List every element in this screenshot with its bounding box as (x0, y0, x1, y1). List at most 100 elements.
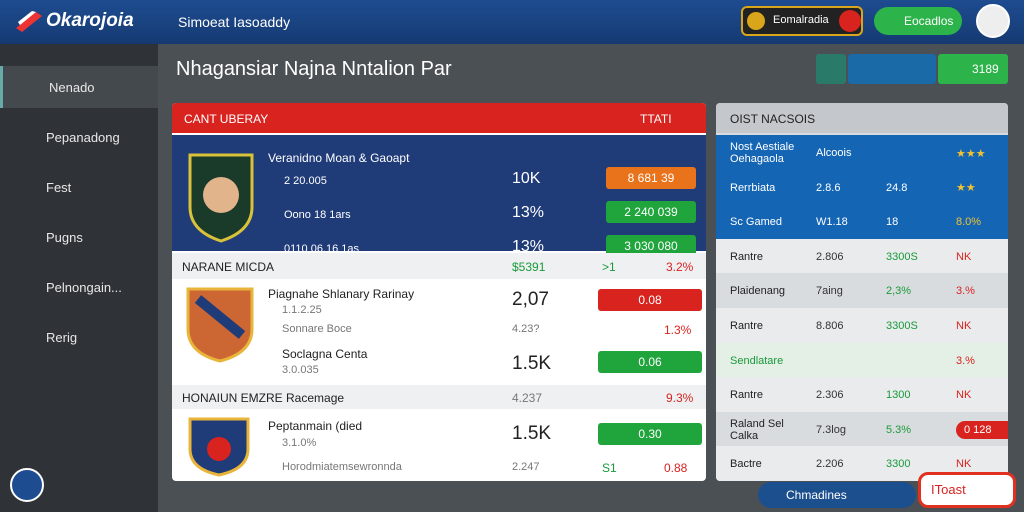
item-badge[interactable]: 0.06 (598, 351, 702, 373)
side-row[interactable]: Raland Sel Calka 7.3log 5.3% 0 128 (716, 411, 1008, 449)
score-button[interactable]: 3189 (938, 54, 1008, 84)
side-cell: 2.206 (816, 458, 844, 471)
item-name: Peptanmain (died (268, 419, 363, 433)
item-value2: 4.23? (512, 323, 540, 335)
side-cell: ★★★ (956, 147, 986, 160)
item-name: Piagnahe Shlanary Rarinay (268, 287, 415, 301)
side-cell: Bactre (730, 458, 762, 471)
featured-value: 13% (512, 238, 545, 255)
badge-icon (747, 12, 765, 30)
item-name: Soclagna Centa (282, 347, 368, 361)
subtitle: Simoeat Iasoaddy (178, 14, 291, 30)
side-title: OIST NACSOIS (730, 112, 816, 126)
side-row[interactable]: Nost Aestiale Oehagaola Alcoois ★★★ (716, 135, 1008, 172)
sidebar-item[interactable]: Fest (46, 179, 72, 195)
side-header: OIST NACSOIS (716, 103, 1008, 133)
side-cell: 8.0% (956, 216, 982, 229)
item-pct: 0.88 (664, 461, 688, 475)
side-row[interactable]: Sc Gamed W1.18 18 8.0% (716, 204, 1008, 242)
section-col: 3.2% (666, 260, 694, 274)
item-pct: 1.3% (664, 323, 692, 337)
sidebar: Nenado Pepanadong Fest Pugns Pelnongain... Re… (0, 44, 158, 512)
panel-header-right: TTATI (640, 112, 672, 126)
side-cell: 7aing (816, 285, 843, 298)
side-cell: 2.806 (816, 250, 844, 263)
panel-header: CANT UBERAY TTATI (172, 103, 706, 133)
item-sub: Sonnare Boce (282, 323, 352, 335)
side-cell: 3300 (886, 458, 911, 471)
panel-header-left: CANT UBERAY (184, 112, 269, 126)
side-cell: Rantre (730, 389, 764, 402)
tool-button[interactable] (816, 54, 846, 84)
section-col: $5391 (512, 260, 546, 274)
logo-icon (16, 11, 42, 32)
side-cell: NK (956, 320, 972, 332)
side-cell: 1300 (886, 389, 911, 402)
side-row[interactable]: Rantre 2.306 1300 NK (716, 377, 1008, 415)
toolbar: 3189 (816, 54, 1008, 84)
side-cell: Rerrbiata (730, 181, 776, 194)
tool-group[interactable] (848, 54, 936, 84)
item-value: 1.5K (512, 353, 552, 374)
sidebar-item[interactable]: Pepanadong (46, 129, 120, 145)
item-sub: 1.1.2.25 (282, 304, 322, 316)
section-header: NARANE MICDA $5391 >1 3.2% (172, 253, 706, 279)
avatar[interactable] (976, 4, 1010, 38)
logo: Okarojoia (46, 10, 134, 31)
side-cell: 3300S (886, 250, 918, 263)
side-cell: Plaidenang (730, 285, 786, 298)
sidebar-item[interactable]: Nenado (0, 66, 158, 108)
toast[interactable]: IToast (918, 472, 1016, 508)
side-row[interactable]: Plaidenang 7aing 2,3% 3.% (716, 273, 1008, 311)
side-cell: 2.306 (816, 389, 844, 402)
footer-chip[interactable]: Chmadines (758, 482, 916, 508)
side-cell: 5.3% (886, 423, 912, 436)
featured: Veranidno Moan & Gaoapt 2 20.005 10K 8 681… (172, 135, 706, 257)
side-row[interactable]: Bactre 2.206 3300 NK (716, 446, 1008, 481)
featured-emblem (188, 153, 254, 243)
side-cell: NK (956, 389, 972, 402)
featured-badge[interactable]: 8 681 39 (606, 167, 696, 189)
side-cell: 24.8 (886, 181, 908, 194)
item-emblem (188, 417, 250, 477)
side-cell: 18 (886, 216, 899, 229)
sidebar-item[interactable]: Pugns (46, 229, 83, 245)
item-value2: 2.247 (512, 461, 540, 473)
item-value: 1.5K (512, 423, 552, 444)
item-badge[interactable]: 0.30 (598, 423, 702, 445)
featured-label: 0110 06.16 1as (284, 243, 360, 255)
item-badge[interactable]: 0.08 (598, 289, 702, 311)
side-row[interactable]: Sendlatare 3.% (716, 342, 1008, 380)
side-row[interactable]: Rantre 8.806 3300S NK (716, 308, 1008, 345)
side-cell: NK (956, 250, 972, 263)
featured-name: Veranidno Moan & Gaoapt (268, 151, 410, 165)
side-cell: Rantre (730, 250, 764, 263)
sidebar-item[interactable]: Rerig (46, 329, 78, 345)
badge[interactable]: Eomalradia (741, 6, 863, 36)
featured-badge[interactable]: 3 030 080 (606, 235, 696, 257)
featured-label: Oono 18 1ars (284, 209, 351, 221)
sidebar-item[interactable]: Pelnongain... (46, 279, 122, 295)
side-cell: ★★ (956, 182, 976, 195)
main-panel: CANT UBERAY TTATI Veranidno Moan & Gaoap… (172, 103, 706, 481)
item-sub: Horodmiatemsewronnda (282, 461, 402, 473)
page-title: Nhagansiar Najna Nntalion Par (176, 58, 452, 80)
section-col: 9.3% (666, 391, 694, 405)
header-button[interactable]: Eocadlos (874, 7, 962, 35)
side-cell: 8.806 (816, 320, 844, 332)
side-cell: 2.8.6 (816, 181, 841, 194)
item-col: S1 (602, 461, 617, 475)
side-cell: Alcoois (816, 147, 852, 159)
badge-alert (839, 10, 861, 32)
featured-label: 2 20.005 (284, 175, 327, 187)
side-row[interactable]: Rerrbiata 2.8.6 24.8 ★★ (716, 169, 1008, 207)
side-row[interactable]: Rantre 2.806 3300S NK (716, 238, 1008, 276)
section-header: HONAIUN EMZRE Racemage 4.237 9.3% (172, 385, 706, 409)
sidebar-logo[interactable] (10, 468, 44, 502)
section-title: HONAIUN EMZRE Racemage (182, 391, 345, 405)
item-sub: 3.1.0% (282, 437, 317, 449)
side-cell: 0 128 (956, 420, 1008, 439)
side-cell: 3.% (956, 285, 975, 298)
featured-badge[interactable]: 2 240 039 (606, 201, 696, 223)
